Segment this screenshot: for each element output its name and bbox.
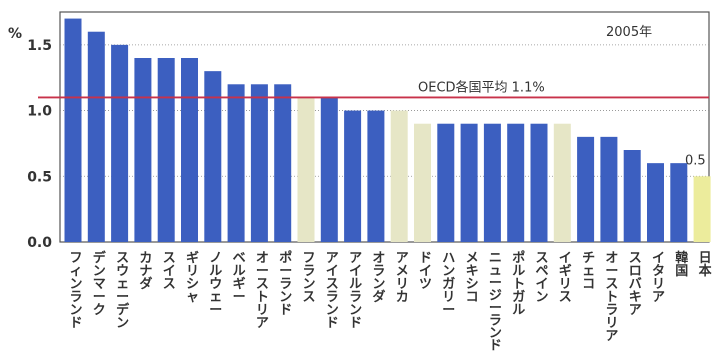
x-category-label: ドイツ: [419, 251, 432, 292]
bar-1: [87, 31, 105, 243]
bar-21: [553, 123, 571, 242]
x-category-label: ノルウェー: [209, 251, 222, 318]
bar-24: [623, 150, 641, 242]
x-category-label: イタリア: [652, 251, 665, 305]
bar-16: [437, 123, 455, 242]
x-category-label: アイスランド: [326, 251, 339, 331]
bar-20: [530, 123, 548, 242]
japan-value-label: 0.5: [685, 153, 706, 168]
bar-4: [157, 58, 175, 242]
x-category-label: オランダ: [372, 251, 385, 305]
bar-11: [320, 97, 338, 242]
bar-14: [390, 110, 408, 242]
x-category-label: アメリカ: [396, 251, 409, 305]
x-category-label: スペイン: [535, 251, 548, 305]
y-tick-label: 1.5: [27, 38, 52, 54]
x-category-label: ギリシャ: [186, 250, 199, 305]
bar-7: [227, 84, 245, 243]
x-category-label: チェコ: [582, 251, 595, 292]
bar-25: [647, 163, 664, 242]
bar-23: [600, 136, 618, 242]
year-annotation: 2005年: [606, 25, 652, 40]
bar-9: [274, 84, 292, 243]
bar-2: [111, 44, 129, 242]
y-tick-label: 0.5: [27, 169, 52, 185]
x-category-label: スロバキア: [629, 251, 642, 318]
bar-12: [344, 110, 362, 242]
x-category-label: ニュージーランド: [489, 251, 502, 354]
x-category-label: デンマーク: [93, 250, 107, 318]
x-axis-labels: フィンランドデンマークスウェーデンカナダスイスギリシャノルウェーベルギーオースト…: [69, 250, 711, 354]
oecd-average-label: OECD各国平均 1.1%: [418, 79, 545, 95]
bar-6: [204, 71, 222, 243]
x-category-label: スイス: [163, 251, 176, 292]
bar-27: [693, 176, 711, 242]
bar-0: [64, 18, 82, 243]
bar-26: [670, 163, 688, 242]
bar-13: [367, 110, 385, 242]
x-category-label: ポーランド: [279, 250, 292, 318]
x-category-label: 日本: [699, 251, 712, 279]
x-category-label: ポルトガル: [512, 250, 525, 318]
bars: [64, 18, 711, 243]
x-category-label: オーストラリア: [605, 251, 618, 344]
bar-17: [460, 123, 478, 242]
x-category-label: フィンランド: [69, 251, 82, 331]
bar-19: [507, 123, 525, 242]
x-category-label: 韓国: [675, 250, 688, 279]
x-category-label: カナダ: [139, 251, 152, 292]
x-category-label: イギリス: [559, 251, 572, 305]
x-category-label: フランス: [302, 251, 315, 305]
bar-5: [181, 58, 198, 242]
x-category-label: スウェーデン: [116, 251, 130, 331]
bar-3: [134, 58, 152, 242]
x-category-label: ハンガリー: [442, 251, 455, 318]
bar-8: [250, 84, 268, 243]
y-tick-label: 0.0: [27, 235, 52, 251]
bar-18: [483, 123, 501, 242]
y-tick-label: 1.0: [27, 104, 52, 120]
x-category-label: ベルギー: [233, 251, 246, 305]
x-category-label: オーストリア: [256, 251, 269, 331]
x-category-label: アイルランド: [349, 251, 362, 331]
x-category-label: メキシコ: [466, 251, 479, 305]
bar-10: [297, 97, 315, 242]
bar-15: [414, 123, 431, 242]
y-axis-unit: %: [8, 26, 22, 42]
y-axis-ticks: 0.0 0.5 1.0 1.5: [27, 38, 52, 251]
bar-22: [577, 136, 595, 242]
